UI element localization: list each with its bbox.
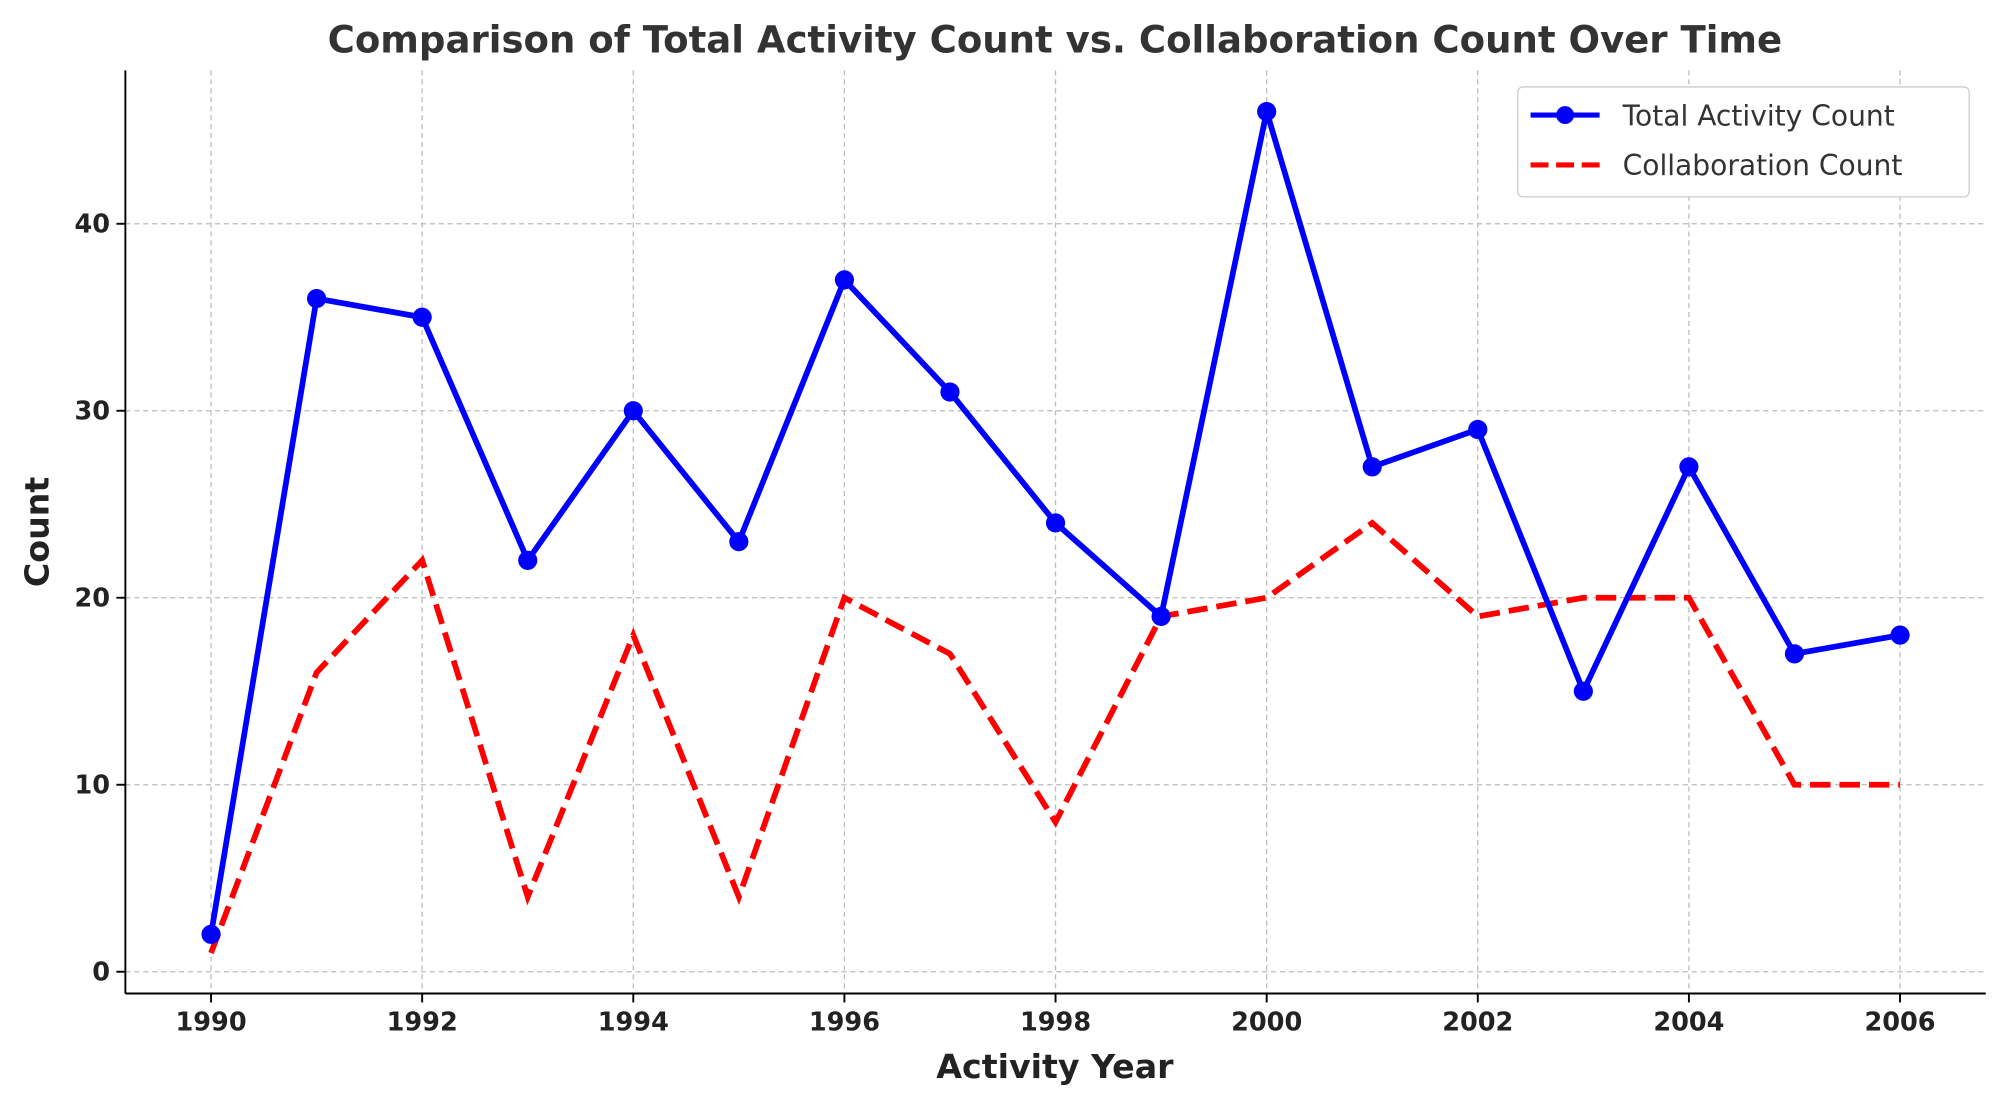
total-activity-point	[1362, 457, 1382, 477]
x-tick-label: 1992	[387, 1008, 458, 1038]
total-activity-point	[1679, 457, 1699, 477]
total-activity-point	[834, 270, 855, 290]
total-activity-point	[1257, 101, 1277, 122]
total-activity-point	[307, 288, 327, 309]
collaboration-count-line	[208, 519, 1901, 955]
total-activity-point	[1468, 419, 1488, 440]
total-activity-point	[1573, 681, 1593, 701]
total-activity-point	[1784, 644, 1805, 664]
total-activity-point	[518, 550, 538, 570]
legend-marker-total	[1556, 106, 1575, 125]
x-tick-label: 2004	[1653, 1008, 1724, 1038]
legend-label-total: Total Activity Count	[1622, 99, 1895, 132]
x-tick-label: 2006	[1864, 1008, 1935, 1038]
total-activity-point	[1045, 513, 1066, 533]
total-activity-point	[729, 532, 749, 552]
total-activity-point	[412, 307, 432, 327]
y-tick-label: 30	[74, 397, 110, 427]
legend-label-collab: Collaboration Count	[1623, 149, 1903, 182]
ticks: 1990 1992 1994 1996 1998 2000 2002 2004 2006 0 10 2…	[74, 210, 1935, 1038]
legend: Total Activity Count Collaboration Count	[1517, 86, 1970, 198]
x-tick-label: 1994	[598, 1008, 669, 1038]
legend-box	[1517, 86, 1970, 198]
series-lines	[201, 101, 1910, 955]
x-tick-label: 2002	[1442, 1008, 1513, 1038]
y-axis-label: Count	[18, 477, 57, 588]
y-tick-label: 10	[74, 771, 110, 801]
total-activity-point	[1890, 625, 1910, 645]
total-activity-point	[1151, 606, 1171, 627]
y-tick-label: 20	[74, 584, 110, 614]
total-activity-point	[201, 924, 221, 944]
chart-title: Comparison of Total Activity Count vs. C…	[328, 18, 1783, 61]
x-tick-label: 2000	[1231, 1008, 1302, 1038]
x-tick-label: 1996	[809, 1008, 880, 1038]
x-tick-label: 1990	[175, 1008, 246, 1038]
y-tick-label: 0	[92, 958, 110, 988]
total-activity-point	[623, 401, 643, 421]
x-tick-label: 1998	[1020, 1008, 1091, 1038]
total-activity-point	[940, 382, 960, 402]
y-tick-label: 40	[74, 210, 110, 240]
x-axis-label: Activity Year	[936, 1047, 1174, 1086]
